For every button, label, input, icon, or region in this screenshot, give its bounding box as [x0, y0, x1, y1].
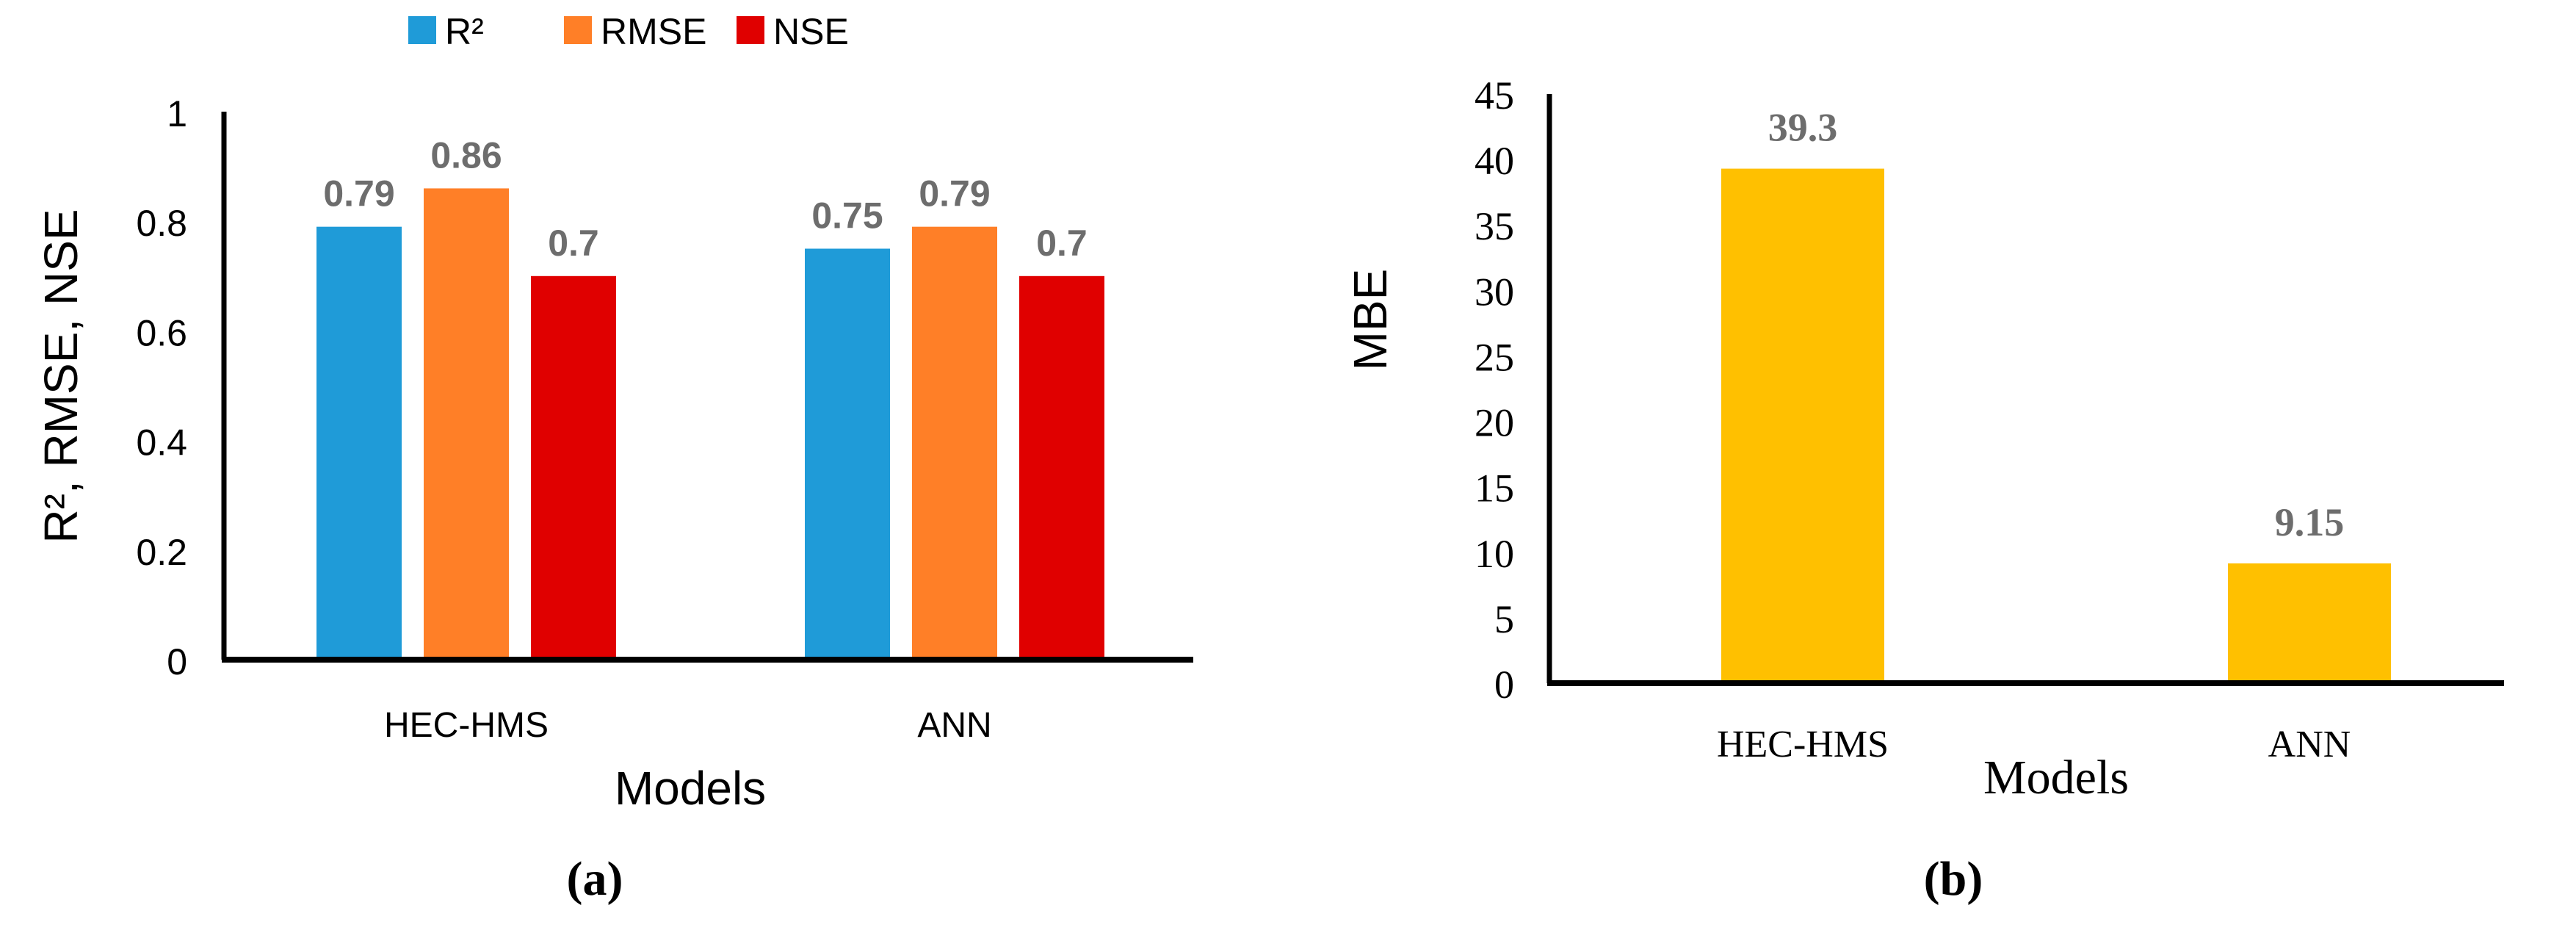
legend-label: RMSE [601, 11, 706, 52]
x-tick-label: ANN [917, 706, 991, 745]
y-tick-label: 0.2 [136, 532, 187, 573]
data-label: 0.86 [430, 134, 502, 176]
legend-swatch [737, 16, 764, 44]
legend-swatch [408, 16, 436, 44]
legend-item: R² [408, 11, 484, 52]
data-label: 9.15 [2275, 500, 2345, 544]
bars-a [316, 188, 1104, 660]
bar-rmse-0 [424, 188, 509, 660]
legend-label: R² [445, 11, 484, 52]
y-tick-label: 35 [1475, 204, 1514, 248]
y-tick-label: 10 [1475, 532, 1514, 576]
y-tick-label: 0 [167, 641, 187, 682]
data-label: 39.3 [1768, 106, 1838, 150]
x-ticks-a: HEC-HMS ANN [384, 706, 992, 745]
y-tick-label: 1 [167, 93, 187, 134]
y-tick-label: 45 [1475, 73, 1514, 118]
bar-rmse-1 [912, 226, 997, 660]
y-ticks-b: 0 5 10 15 20 25 30 35 40 45 [1475, 73, 1514, 707]
y-tick-label: 0 [1494, 663, 1514, 707]
legend-label: NSE [773, 11, 849, 52]
y-tick-label: 0.8 [136, 203, 187, 244]
y-tick-label: 0.4 [136, 422, 187, 464]
x-tick-label: HEC-HMS [1717, 724, 1889, 765]
y-tick-label: 25 [1475, 335, 1514, 379]
x-axis-label-a: Models [615, 762, 766, 815]
bars-b [1721, 168, 2391, 683]
bar-mbe-0 [1721, 168, 1884, 683]
x-axis-label-b: Models [1983, 751, 2129, 804]
y-axis-label-a: R², RMSE, NSE [35, 209, 87, 543]
panel-label-b: (b) [1924, 852, 1983, 906]
y-ticks-a: 0 0.2 0.4 0.6 0.8 1 [136, 93, 187, 682]
bar-nse-1 [1019, 275, 1104, 660]
y-tick-label: 40 [1475, 139, 1514, 183]
data-label: 0.7 [1036, 223, 1088, 264]
data-labels-a: 0.79 0.75 0.86 0.79 0.7 0.7 [323, 134, 1087, 263]
data-labels-b: 39.3 9.15 [1768, 106, 2345, 544]
y-tick-label: 0.6 [136, 312, 187, 353]
legend-swatch [564, 16, 592, 44]
x-tick-label: ANN [2268, 724, 2351, 765]
data-label: 0.75 [811, 195, 883, 237]
bar-nse-0 [531, 275, 616, 660]
bar-r-0 [316, 226, 402, 660]
legend-item: RMSE [564, 11, 706, 52]
bar-r-1 [805, 248, 890, 660]
data-label: 0.79 [323, 173, 394, 215]
legend-item: NSE [737, 11, 849, 52]
legend-a: R² RMSE NSE [408, 11, 849, 52]
panel-label-a: (a) [567, 852, 623, 906]
y-axis-label-b: MBE [1344, 269, 1397, 371]
data-label: 0.79 [919, 173, 990, 215]
panel-a: R² RMSE NSE R², RMSE, NSE 0 0.2 0.4 0.6 0.8 1 0… [35, 11, 1193, 906]
y-tick-label: 30 [1475, 270, 1514, 314]
y-tick-label: 20 [1475, 401, 1514, 445]
x-tick-label: HEC-HMS [384, 706, 549, 745]
data-label: 0.7 [548, 223, 599, 264]
x-ticks-b: HEC-HMS ANN [1717, 724, 2351, 765]
y-tick-label: 5 [1494, 597, 1514, 641]
panel-b: MBE 0 5 10 15 20 25 30 35 40 45 39.3 9.15 HEC-HMS A… [1344, 73, 2504, 906]
y-tick-label: 15 [1475, 466, 1514, 511]
bar-mbe-1 [2228, 563, 2391, 683]
